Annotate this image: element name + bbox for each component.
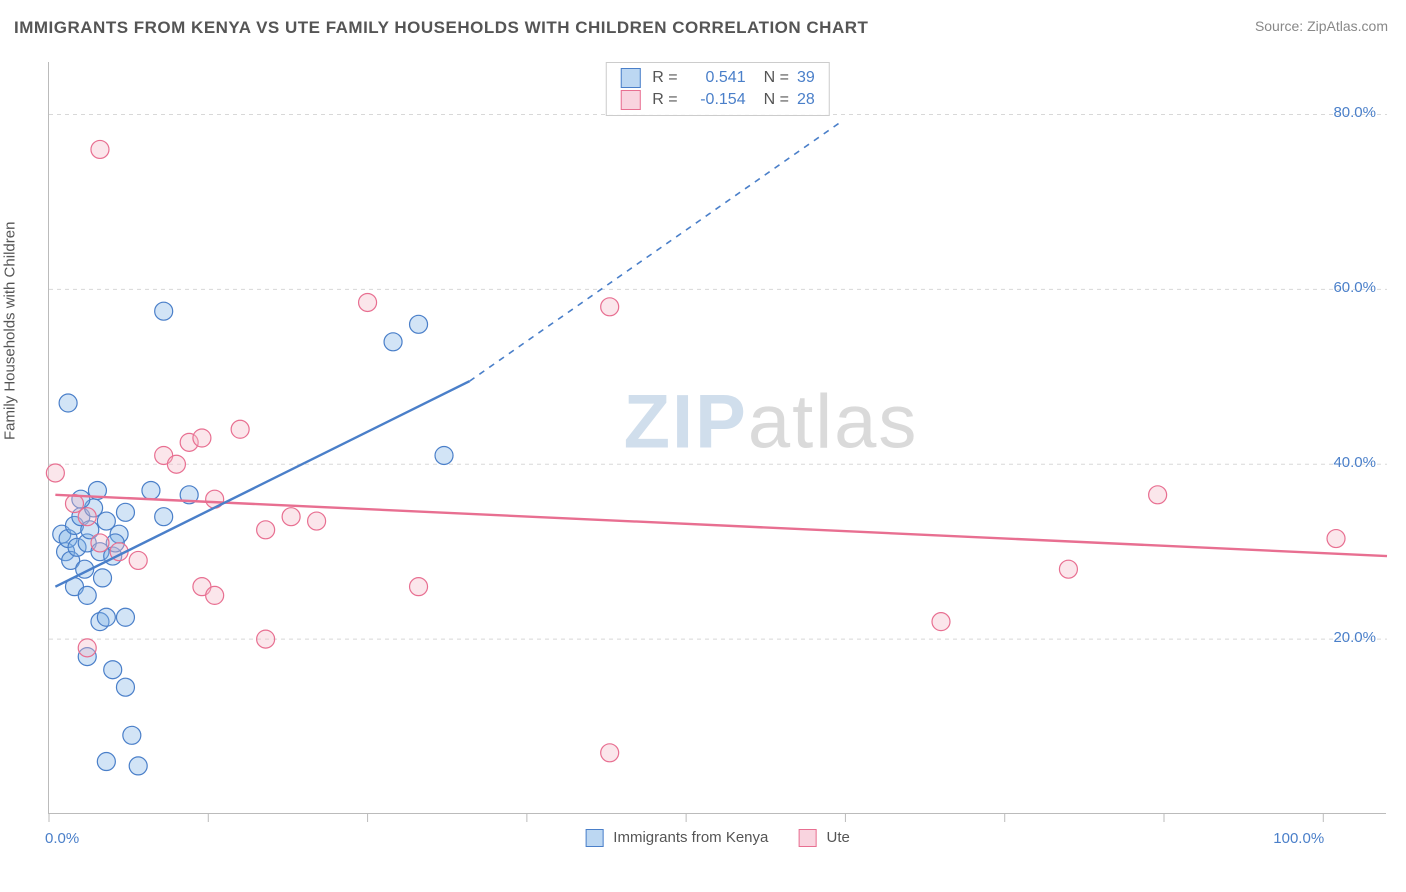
x-tick-label: 0.0% <box>45 830 79 847</box>
y-tick-label: 40.0% <box>1333 454 1376 471</box>
x-axis-legend: Immigrants from Kenya Ute <box>585 829 850 847</box>
r-label: R = <box>652 91 677 109</box>
y-tick-label: 20.0% <box>1333 629 1376 646</box>
x-legend-item-ute: Ute <box>798 829 850 847</box>
chart-title: IMMIGRANTS FROM KENYA VS UTE FAMILY HOUS… <box>14 18 868 38</box>
legend-row-kenya: R = 0.541 N = 39 <box>620 67 814 89</box>
n-value-ute: 28 <box>797 91 815 109</box>
scatter-points-kenya <box>53 302 453 775</box>
chart-svg <box>49 62 1386 813</box>
r-label: R = <box>652 69 677 87</box>
source-attribution: Source: ZipAtlas.com <box>1255 18 1388 34</box>
x-tick-label: 100.0% <box>1273 830 1324 847</box>
x-legend-item-kenya: Immigrants from Kenya <box>585 829 768 847</box>
x-legend-label-ute: Ute <box>827 829 850 846</box>
legend-swatch-ute <box>620 90 640 110</box>
r-value-kenya: 0.541 <box>686 69 746 87</box>
source-prefix: Source: <box>1255 18 1307 34</box>
n-label: N = <box>764 91 789 109</box>
legend-row-ute: R = -0.154 N = 28 <box>620 89 814 111</box>
r-value-ute: -0.154 <box>686 91 746 109</box>
y-axis-label: Family Households with Children <box>2 222 19 440</box>
legend-swatch-kenya <box>620 68 640 88</box>
gridlines <box>49 114 1387 639</box>
n-value-kenya: 39 <box>797 69 815 87</box>
source-link[interactable]: ZipAtlas.com <box>1307 18 1388 34</box>
scatter-points-ute <box>46 140 1345 761</box>
y-tick-label: 60.0% <box>1333 279 1376 296</box>
n-label: N = <box>764 69 789 87</box>
correlation-legend: R = 0.541 N = 39 R = -0.154 N = 28 <box>605 62 829 116</box>
x-legend-label-kenya: Immigrants from Kenya <box>613 829 768 846</box>
chart-container: IMMIGRANTS FROM KENYA VS UTE FAMILY HOUS… <box>0 0 1406 892</box>
trend-line-ute <box>55 495 1387 556</box>
y-tick-label: 80.0% <box>1333 104 1376 121</box>
legend-swatch-ute-icon <box>798 829 816 847</box>
plot-area: ZIPatlas R = 0.541 N = 39 R = -0.154 N =… <box>48 62 1386 814</box>
legend-swatch-kenya-icon <box>585 829 603 847</box>
x-tick-marks <box>49 814 1323 822</box>
